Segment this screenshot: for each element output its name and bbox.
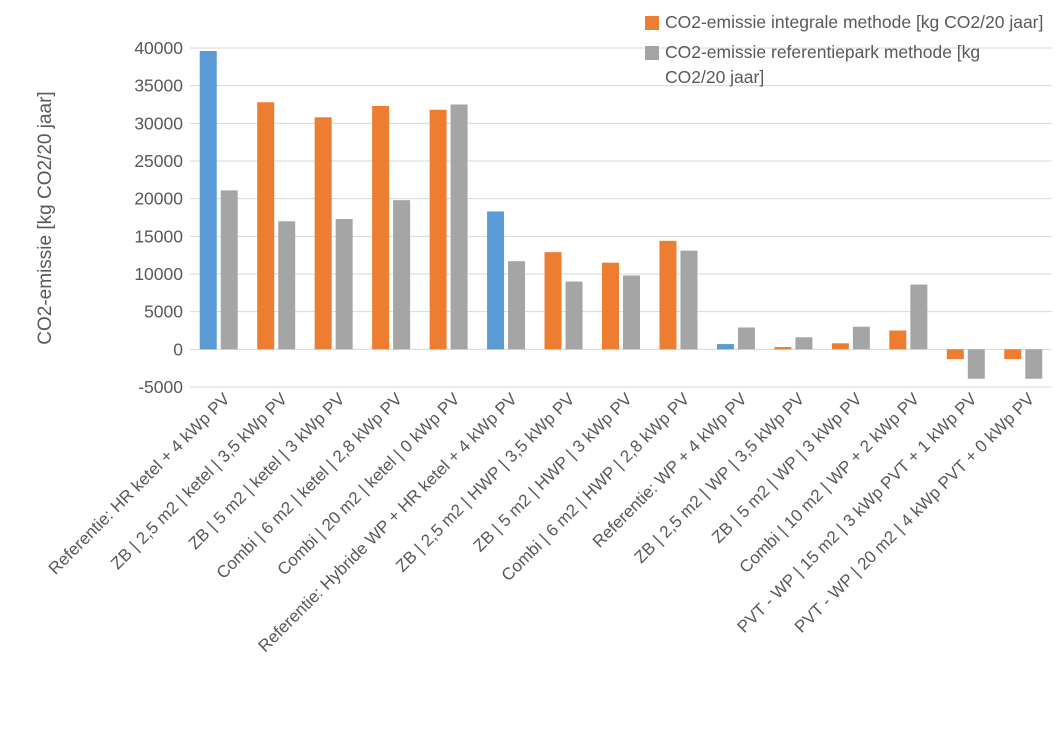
bar-referentiepark — [852, 326, 870, 350]
bar-referentiepark — [393, 200, 411, 350]
bar-referentiepark — [680, 250, 698, 350]
legend-item-referentiepark: CO2-emissie referentiepark methode [kg C… — [645, 40, 1045, 90]
bar-integrale — [659, 240, 677, 350]
y-tick-label: 30000 — [134, 113, 183, 133]
bar-referentiepark — [623, 275, 640, 350]
y-tick-label: 15000 — [134, 226, 183, 246]
legend-item-integrale: CO2-emissie integrale methode [kg CO2/20… — [645, 10, 1045, 35]
bar-referentiepark — [1025, 349, 1043, 379]
bar-referentiepark — [795, 337, 813, 350]
bar-referentiepark — [737, 327, 755, 350]
bar-referentiepark — [220, 190, 238, 350]
bar-integrale — [716, 344, 734, 350]
bar-integrale — [889, 330, 907, 350]
legend-label-referentiepark: CO2-emissie referentiepark methode [kg C… — [665, 42, 981, 87]
bar-referentiepark — [910, 284, 928, 350]
bar-referentiepark — [967, 349, 985, 379]
y-tick-label: 0 — [173, 339, 183, 359]
bar-integrale — [831, 343, 849, 350]
legend-swatch-integrale — [645, 16, 659, 30]
bar-integrale — [372, 106, 390, 350]
bar-referentiepark — [565, 281, 583, 350]
bar-referentiepark — [508, 261, 526, 350]
y-tick-label: 5000 — [144, 302, 183, 322]
bar-referentiepark — [278, 221, 296, 350]
bar-integrale — [544, 252, 562, 350]
y-tick-label: -5000 — [138, 377, 183, 397]
y-tick-label: 40000 — [134, 38, 183, 58]
y-axis-label: CO2-emissie [kg CO2/20 jaar] — [35, 91, 56, 345]
bar-integrale — [199, 51, 217, 350]
bar-referentiepark — [450, 104, 468, 350]
y-tick-label: 20000 — [134, 189, 183, 209]
y-tick-label: 35000 — [134, 76, 183, 96]
bar-integrale — [602, 262, 619, 350]
legend-swatch-referentiepark — [645, 46, 659, 60]
y-tick-label: 10000 — [134, 264, 183, 284]
bar-integrale — [774, 347, 792, 350]
bar-referentiepark — [335, 219, 353, 350]
bar-integrale — [946, 349, 964, 360]
bar-integrale — [429, 109, 447, 350]
legend-label-integrale: CO2-emissie integrale methode [kg CO2/20… — [665, 12, 1044, 32]
y-tick-label: 25000 — [134, 151, 183, 171]
bar-integrale — [487, 211, 505, 350]
bar-integrale — [1004, 349, 1022, 360]
legend: CO2-emissie integrale methode [kg CO2/20… — [645, 10, 1045, 95]
bar-integrale — [314, 117, 332, 350]
bar-integrale — [257, 102, 275, 350]
